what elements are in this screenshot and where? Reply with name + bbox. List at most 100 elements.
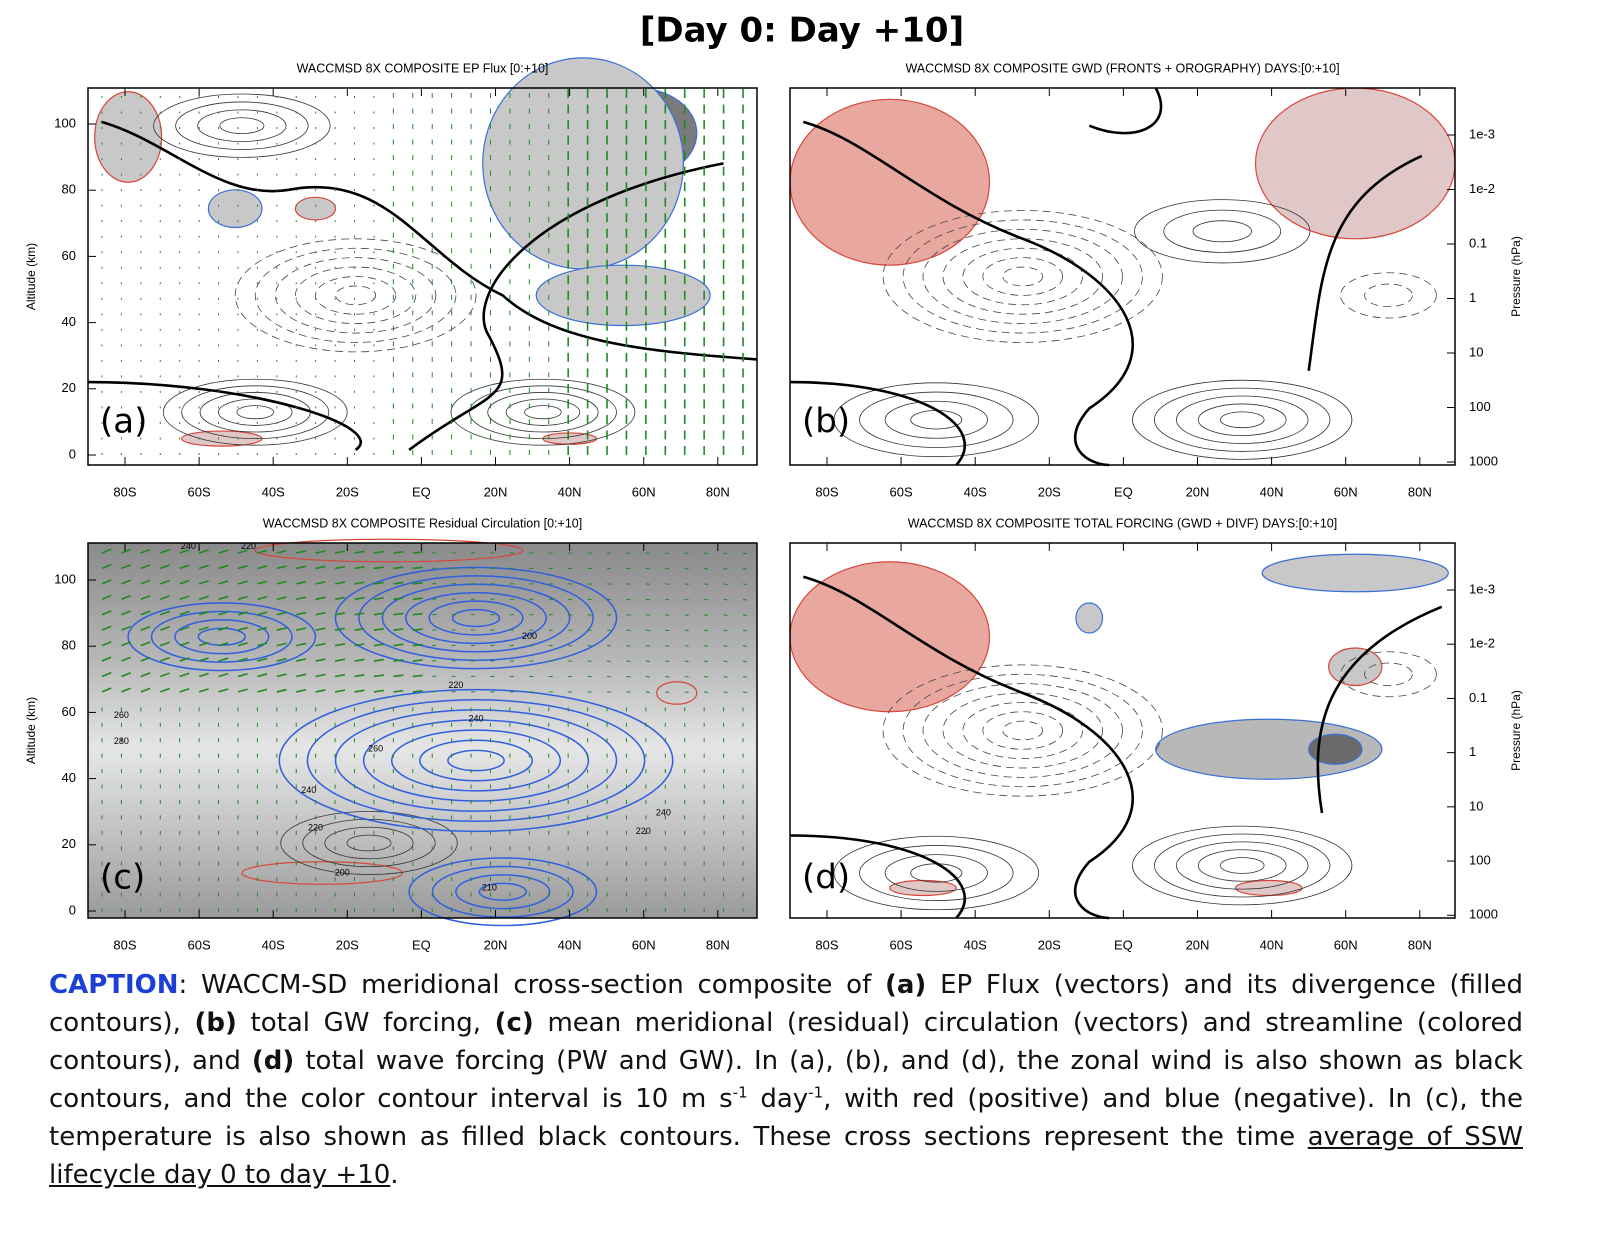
vector bbox=[121, 656, 132, 662]
figure: [Day 0: Day +10] WACCMSD 8X COMPOSITE EP… bbox=[24, 11, 1523, 953]
streamline-contour bbox=[455, 874, 551, 910]
x-tick-label: 60S bbox=[890, 484, 913, 499]
vector bbox=[276, 688, 287, 693]
panel bbox=[87, 538, 758, 927]
y2-tick-label: 0.1 bbox=[1469, 235, 1487, 250]
x-tick-label: 80S bbox=[113, 484, 136, 499]
vector bbox=[412, 674, 423, 678]
wind-contour bbox=[1219, 857, 1265, 874]
vector bbox=[276, 549, 287, 554]
y-tick-label: 100 bbox=[54, 115, 76, 130]
y2-tick-label: 1 bbox=[1469, 290, 1476, 305]
vector bbox=[296, 642, 307, 647]
panel bbox=[789, 542, 1456, 920]
y2-tick-label: 1e-3 bbox=[1469, 581, 1495, 596]
wind-contour bbox=[197, 109, 287, 142]
wind-contour bbox=[1132, 379, 1353, 460]
vector bbox=[742, 552, 748, 555]
vector bbox=[704, 629, 709, 632]
x-tick-label: 80S bbox=[815, 484, 838, 499]
caption-superscript: -1 bbox=[732, 1083, 748, 1102]
caption-text: mean meridional (residual) circulation (… bbox=[49, 1008, 1524, 1076]
vector bbox=[684, 675, 689, 678]
y2-axis-label: Pressure (hPa) bbox=[1509, 236, 1523, 317]
plot-frame bbox=[789, 542, 1456, 919]
wind-contour bbox=[1197, 849, 1287, 882]
vector bbox=[334, 643, 346, 647]
zero-wind-line bbox=[87, 120, 758, 451]
vector bbox=[315, 658, 326, 662]
vector bbox=[723, 691, 728, 694]
vector bbox=[121, 594, 132, 601]
wind-contour bbox=[1175, 841, 1309, 890]
vector bbox=[101, 640, 112, 647]
wind-contour bbox=[153, 93, 331, 158]
wind-contour-negative bbox=[315, 276, 397, 315]
zero-wind-line bbox=[789, 87, 1423, 467]
vector bbox=[373, 689, 384, 693]
vector bbox=[179, 672, 190, 678]
forcing-contour bbox=[789, 561, 991, 713]
wind-contour-negative bbox=[274, 257, 437, 334]
panel-title: WACCMSD 8X COMPOSITE Residual Circulatio… bbox=[263, 516, 582, 530]
contour-label: 260 bbox=[114, 710, 129, 720]
vector bbox=[121, 672, 132, 678]
vector bbox=[237, 580, 248, 585]
vector bbox=[179, 657, 190, 662]
vector bbox=[218, 595, 229, 601]
vector bbox=[179, 641, 190, 647]
vector bbox=[354, 566, 365, 570]
vector bbox=[121, 610, 132, 616]
wind-contour bbox=[218, 398, 293, 426]
vector bbox=[140, 579, 151, 585]
wind-contour bbox=[1197, 403, 1287, 436]
vector bbox=[237, 626, 248, 631]
vector bbox=[334, 673, 346, 678]
wind-contour-negative bbox=[902, 219, 1143, 334]
vector bbox=[237, 673, 248, 678]
x-tick-label: 60N bbox=[632, 937, 656, 952]
wind-contour bbox=[346, 834, 392, 852]
x-tick-label: 20N bbox=[484, 484, 508, 499]
y-axis-label: Altitude (km) bbox=[24, 697, 38, 764]
y-tick-label: 0 bbox=[69, 446, 76, 461]
x-tick-label: 20S bbox=[1038, 484, 1061, 499]
y2-tick-label: 1 bbox=[1469, 744, 1476, 759]
vector bbox=[393, 550, 404, 554]
streamline-contour bbox=[150, 610, 293, 663]
y2-tick-label: 10 bbox=[1469, 344, 1483, 359]
vector bbox=[140, 687, 151, 693]
vector bbox=[296, 580, 307, 585]
vector bbox=[198, 580, 209, 585]
vector bbox=[412, 581, 423, 585]
x-tick-label: 20S bbox=[336, 484, 359, 499]
vector bbox=[257, 580, 268, 585]
x-tick-label: 40N bbox=[558, 937, 582, 952]
panel-title: WACCMSD 8X COMPOSITE TOTAL FORCING (GWD … bbox=[908, 516, 1337, 530]
vector bbox=[179, 626, 190, 631]
vector bbox=[373, 597, 384, 601]
y2-tick-label: 1e-2 bbox=[1469, 181, 1495, 196]
wind-contour bbox=[324, 826, 414, 860]
y-tick-label: 20 bbox=[62, 380, 76, 395]
wind-contour bbox=[1163, 209, 1282, 253]
vector bbox=[742, 567, 748, 570]
vector bbox=[684, 567, 689, 570]
vector bbox=[198, 610, 209, 616]
wind-contour-negative bbox=[922, 683, 1123, 778]
vector bbox=[373, 658, 384, 662]
vector bbox=[218, 611, 229, 616]
forcing-contour bbox=[94, 91, 163, 183]
vector bbox=[684, 660, 689, 663]
streamline-contour bbox=[428, 600, 524, 636]
vector bbox=[704, 675, 709, 678]
vector bbox=[198, 672, 209, 678]
vector bbox=[160, 548, 170, 554]
vector bbox=[393, 689, 404, 693]
zero-wind-line bbox=[789, 575, 1443, 920]
vector bbox=[276, 642, 287, 647]
wind-contour bbox=[1154, 833, 1331, 898]
vector bbox=[121, 687, 132, 693]
forcing-contour bbox=[1155, 718, 1383, 780]
vector bbox=[218, 580, 229, 585]
